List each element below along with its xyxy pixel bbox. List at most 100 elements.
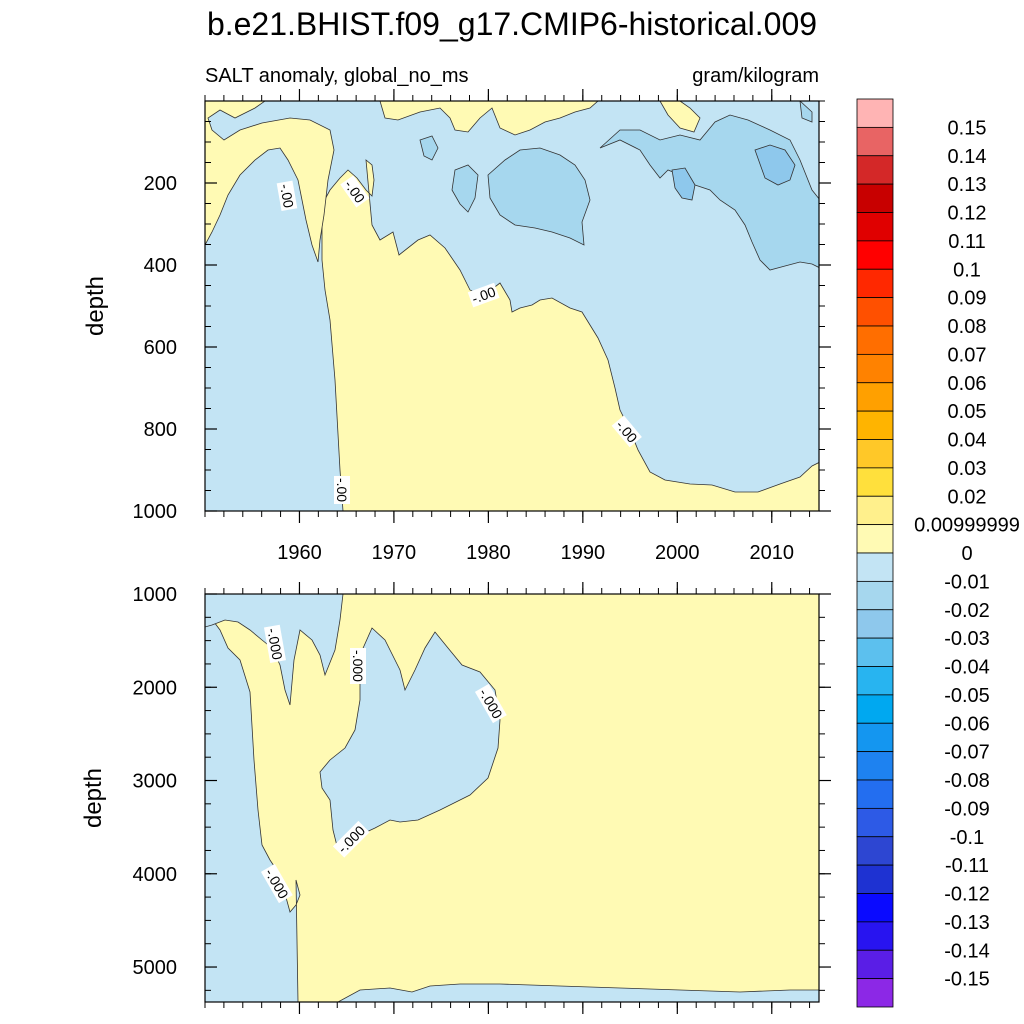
upper-negative-patch-1 [451,164,479,213]
x-tick-label: 1960 [277,542,322,564]
colorbar-swatch [856,552,894,582]
x-tick-label: 1990 [561,542,606,564]
upper-top-positive-2 [659,101,701,133]
upper-negative-patch-2 [487,147,591,246]
colorbar-label: 0.03 [948,458,987,480]
colorbar-swatch [856,268,894,299]
upper-negative-patch-6 [419,135,439,161]
y-tick-label: 1000 [133,501,178,523]
upper-ylabel: depth [82,276,109,336]
colorbar-label: 0.14 [948,146,987,168]
colorbar-swatch [856,126,894,157]
y-tick-label: 4000 [133,864,178,886]
colorbar-swatch [856,609,894,639]
colorbar-swatch [856,807,894,838]
colorbar-label: 0 [961,543,972,565]
colorbar-swatch [856,353,894,384]
upper-contour-label: -.00 [470,283,498,306]
upper-negative-patch-4 [754,144,796,186]
colorbar-swatch [856,893,894,923]
colorbar-label: 0.09 [948,288,987,310]
colorbar-swatch [856,382,894,412]
colorbar-swatch [856,495,894,526]
colorbar-label: -0.01 [944,571,990,593]
colorbar-label: -0.15 [944,969,990,991]
colorbar-label: 0.00999999 [914,515,1020,537]
lower-contour-label: -.000 [264,627,285,661]
upper-negative-patch-7 [799,101,813,123]
upper-contour-label-bg [334,476,350,504]
colorbar-swatch [856,183,894,213]
lower-contour-label-bg [474,683,507,724]
upper-axis-ticks: 200 400 600 800 1000 1960 1970 1980 1990 2000 2010 [133,89,831,564]
colorbar-swatch [856,297,894,327]
chart-title: b.e21.BHIST.f09_g17.CMIP6-historical.009 [207,6,817,42]
colorbar-label: 0.12 [948,203,987,225]
upper-contour-label: -.00 [334,478,350,502]
colorbar-label: -0.04 [944,657,990,679]
colorbar-label: -0.12 [944,884,990,906]
y-tick-label: 2000 [133,677,178,699]
upper-contour-label-bg [340,175,370,208]
upper-panel: -.00 -.00 -.00 -.00 -.00 200 400 600 800 100… [82,89,831,564]
colorbar-label: 0.06 [948,373,987,395]
colorbar-swatch [856,325,894,355]
x-tick-label: 1970 [372,542,417,564]
colorbar-swatch [856,637,894,667]
upper-positive-region [321,159,819,511]
upper-contour-label-bg [467,282,500,308]
y-tick-label: 200 [144,173,177,195]
lower-contour-label: -.000 [350,650,366,682]
x-tick-label: 1980 [466,542,511,564]
lower-contour-label-bg [332,820,370,858]
colorbar-label: -0.02 [944,600,990,622]
lower-ylabel: depth [80,768,107,828]
colorbar-label: -0.05 [944,685,990,707]
y-tick-label: 3000 [133,771,178,793]
upper-contour-label-bg [611,415,642,448]
colorbar-swatch [856,779,894,809]
lower-contour-label-bg [260,863,293,904]
y-tick-label: 400 [144,255,177,277]
y-tick-label: 5000 [133,957,178,979]
colorbar-swatch [856,410,894,440]
lower-contour-label-bg [263,624,286,663]
y-tick-label: 600 [144,337,177,359]
colorbar-swatch [856,240,894,270]
colorbar-label: -0.14 [944,940,990,962]
lower-field-background [205,594,819,1002]
colorbar-label: -0.11 [945,855,989,877]
upper-top-positive-1 [379,101,599,136]
colorbar-label: 0.07 [948,344,987,366]
x-tick-label: 2010 [750,542,795,564]
colorbar-swatch [856,580,894,611]
colorbar-swatch [856,836,894,866]
upper-contour-labels: -.00 -.00 -.00 -.00 -.00 [276,175,642,504]
colorbar-label: 0.13 [948,174,987,196]
lower-panel: -.000 -.000 -.000 -.000 -.000 1000200030… [80,582,831,1014]
colorbar-swatch [856,978,894,1008]
colorbar-swatch [856,949,894,980]
lower-axis-ticks: 1000 2000 3000 4000 5000 [133,582,831,1014]
colorbar-label: 0.04 [948,430,987,452]
lower-plot-frame [204,593,820,1003]
colorbar-swatch [856,467,894,497]
colorbar-label: -0.1 [950,827,984,849]
upper-negative-patch-5 [671,167,696,201]
subtitle-left: SALT anomaly, global_no_ms [205,65,469,87]
colorbar-swatch [856,212,894,242]
colorbar-label: -0.09 [944,798,990,820]
y-tick-label: 1000 [133,584,178,606]
colorbar-swatch [856,155,894,185]
subtitle-right: gram/kilogram [692,65,819,87]
colorbar-swatch [856,98,894,128]
lower-contour-label-bg [350,648,366,684]
y-tick-label: 800 [144,419,177,441]
colorbar-label: -0.06 [944,713,990,735]
upper-left-positive [205,101,335,263]
colorbar-label: 0.08 [948,316,987,338]
colorbar-label: 0.1 [953,259,981,281]
colorbar-swatch [856,921,894,951]
colorbar-swatch [856,694,894,724]
